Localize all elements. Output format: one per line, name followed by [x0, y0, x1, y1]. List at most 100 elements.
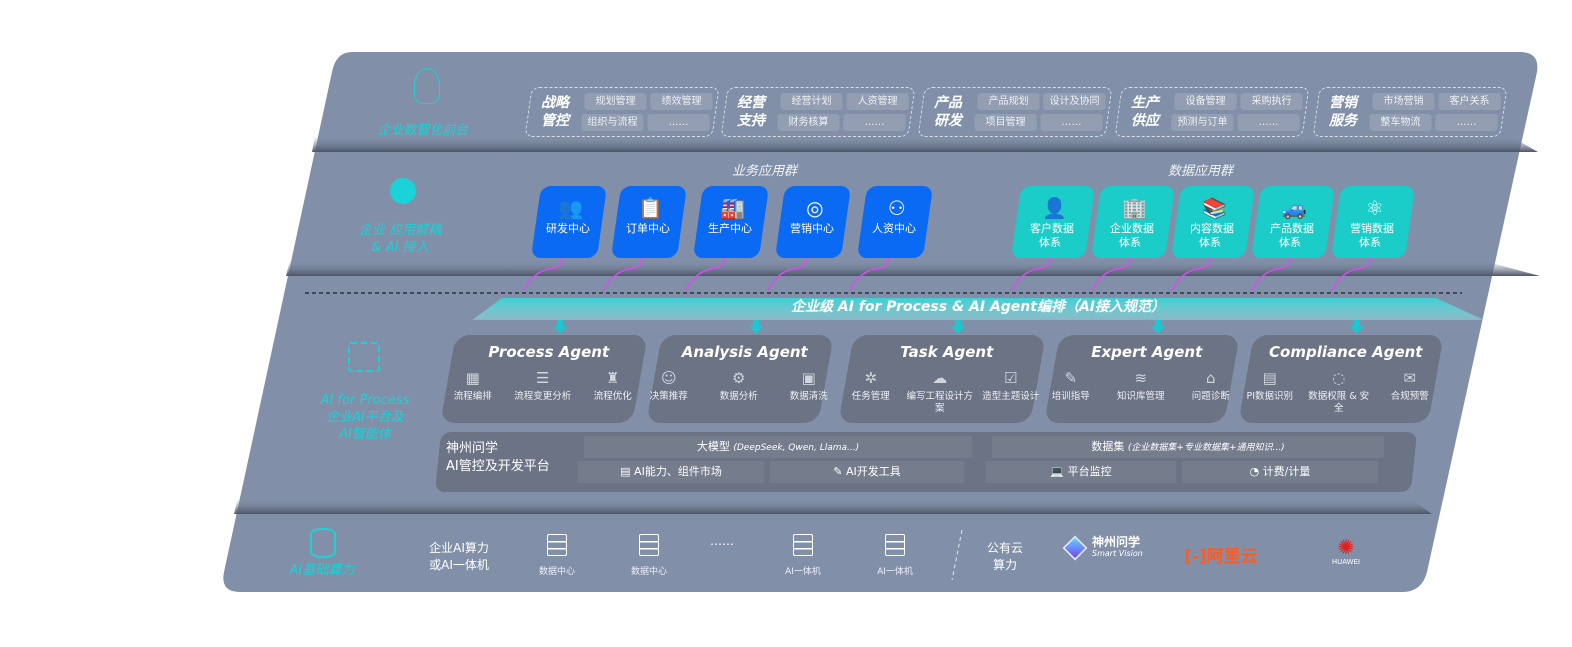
module-chip[interactable]: 设备管理 [1174, 93, 1237, 110]
business-app-4[interactable]: ⚇ 人资中心 [856, 186, 934, 258]
app-label: 人资中心 [872, 222, 917, 235]
ellipsis: …… [710, 534, 734, 548]
agent-card-0[interactable]: Process Agent ▦ 流程编排 ☰ 流程变更分析 ♜ 流程优化 [440, 335, 648, 423]
agent-card-2[interactable]: Task Agent ✲ 任务管理 ☁ 编写工程设计方案 ☑ 造型主题设计 [838, 335, 1046, 423]
tool-icon: ▤ [1262, 369, 1277, 387]
business-app-3[interactable]: ◎ 营销中心 [774, 186, 852, 258]
module-chip[interactable]: 设计及协同 [1043, 93, 1106, 110]
module-chip[interactable]: 预测与订单 [1171, 114, 1234, 131]
agent-name: Analysis Agent [681, 343, 808, 361]
tool-label: 培训指导 [1051, 391, 1090, 402]
front-group: 生产 供应 设备管理 采购执行 预测与订单…… [1114, 87, 1310, 137]
group-title-line: 经营 [737, 95, 765, 111]
agent-tool[interactable]: ☺ 决策推荐 [634, 369, 704, 403]
agent-tool[interactable]: ☰ 流程变更分析 [508, 369, 578, 403]
app-label: 体系 [1279, 236, 1302, 249]
module-chip[interactable]: 整车物流 [1369, 114, 1432, 131]
group-title: 生产 供应 [1131, 94, 1159, 130]
group-title: 经营 支持 [737, 94, 765, 130]
module-chip[interactable]: 组织与流程 [581, 114, 644, 131]
agent-tool[interactable]: ⚙ 数据分析 [704, 369, 774, 403]
module-chip[interactable]: …… [1435, 114, 1498, 131]
platform-title: 神州问学 AI管控及开发平台 [446, 440, 550, 476]
module-chip[interactable]: 客户关系 [1438, 93, 1501, 110]
component-market-button[interactable]: ▤ AI能力、组件市场 [578, 461, 764, 483]
business-app-1[interactable]: 📋 订单中心 [610, 186, 688, 258]
dev-tools-icon: ✎ [833, 465, 846, 478]
server-item: AI一体机 [768, 534, 838, 577]
module-chip[interactable]: …… [647, 114, 710, 131]
data-app-4[interactable]: ⚛ 营销数据 体系 [1330, 186, 1416, 258]
agent-tool[interactable]: ▦ 流程编排 [438, 369, 508, 403]
agent-tool[interactable]: ≋ 知识库管理 [1106, 369, 1176, 403]
person-icon: ⚇ [887, 196, 906, 220]
agent-tool[interactable]: ✲ 任务管理 [836, 369, 906, 403]
agent-card-1[interactable]: Analysis Agent ☺ 决策推荐 ⚙ 数据分析 ▣ 数据清洗 [646, 335, 834, 423]
module-chip[interactable]: 财务核算 [777, 114, 840, 131]
dev-tools-label: AI开发工具 [845, 465, 901, 478]
business-apps-title: 业务应用群 [732, 164, 798, 179]
tool-icon: ✲ [864, 369, 878, 387]
agent-tool[interactable]: ✉ 合规预警 [1375, 369, 1445, 403]
billing-button[interactable]: ◔ 计费/计量 [1182, 461, 1378, 483]
tool-label: 合规预警 [1390, 391, 1429, 402]
group-title: 产品 研发 [934, 94, 962, 130]
business-app-2[interactable]: 🏭 生产中心 [692, 186, 770, 258]
agent-card-4[interactable]: Compliance Agent ▤ PI数据识别 ◌ 数据权限 & 安全 ✉ 合规预警 [1238, 335, 1444, 423]
module-chip[interactable]: 经营计划 [780, 93, 843, 110]
billing-label: 计费/计量 [1262, 465, 1311, 478]
module-chip[interactable]: 产品规划 [977, 93, 1040, 110]
agent-tool[interactable]: ▣ 数据清洗 [774, 369, 844, 403]
server-icon [793, 534, 813, 556]
business-app-0[interactable]: 👥 研发中心 [530, 186, 608, 258]
server-icon [639, 534, 659, 556]
module-chip[interactable]: 绩效管理 [650, 93, 713, 110]
platform-monitor-button[interactable]: 💻 平台监控 [986, 461, 1176, 483]
module-chip[interactable]: 采购执行 [1240, 93, 1303, 110]
enterprise-line: 或AI一体机 [429, 558, 489, 572]
app-label: 生产中心 [708, 222, 753, 235]
module-chip[interactable]: 规划管理 [584, 93, 647, 110]
diamond-logo-icon [1062, 535, 1088, 561]
agent-tool[interactable]: ✎ 培训指导 [1036, 369, 1106, 403]
server-label: 数据中心 [630, 567, 667, 577]
module-chip[interactable]: …… [1040, 114, 1103, 131]
tool-icon: ▦ [465, 369, 480, 387]
group-title-line: 服务 [1329, 113, 1357, 129]
down-arrow [749, 320, 763, 334]
module-chip[interactable]: 人资管理 [846, 93, 909, 110]
module-chip[interactable]: 项目管理 [974, 114, 1037, 131]
agent-card-3[interactable]: Expert Agent ✎ 培训指导 ≋ 知识库管理 ⌂ 问题诊断 [1044, 335, 1240, 423]
agent-tool[interactable]: ☁ 编写工程设计方案 [905, 369, 975, 415]
smart-vision-logo: 神州问学 Smart Vision [1062, 535, 1143, 561]
data-apps-title: 数据应用群 [1168, 164, 1234, 179]
tool-icon: ☰ [536, 369, 550, 387]
agent-tool[interactable]: ◌ 数据权限 & 安全 [1304, 369, 1374, 415]
brain-icon [414, 68, 440, 104]
module-chip[interactable]: 市场营销 [1372, 93, 1435, 110]
aliyun-bracket-icon: [-] [1184, 547, 1207, 567]
tool-label: 流程变更分析 [514, 391, 572, 402]
people-icon: 👥 [558, 196, 584, 220]
ai-dev-tools-button[interactable]: ✎ AI开发工具 [770, 461, 964, 483]
tool-icon: ⚙ [732, 369, 746, 387]
data-app-2[interactable]: 📚 内容数据 体系 [1170, 186, 1256, 258]
module-chip[interactable]: …… [843, 114, 906, 131]
app-label: 订单中心 [626, 222, 671, 235]
apps-label-line: 企业 应用解耦 [358, 223, 442, 238]
agent-name: Task Agent [900, 343, 994, 361]
front-group: 营销 服务 市场营销 客户关系 整车物流…… [1312, 87, 1508, 137]
ai-label-line: AI for Process [320, 393, 410, 408]
data-app-1[interactable]: 🏢 企业数据 体系 [1090, 186, 1176, 258]
down-arrow [553, 320, 567, 334]
enterprise-line: 企业AI算力 [429, 541, 489, 555]
agent-tool[interactable]: ▤ PI数据识别 [1235, 369, 1305, 403]
data-app-3[interactable]: 🚙 产品数据 体系 [1250, 186, 1336, 258]
module-chip[interactable]: …… [1237, 114, 1300, 131]
app-label: 研发中心 [546, 222, 591, 235]
atom-icon: ⚛ [1365, 196, 1384, 220]
app-label: 体系 [1119, 236, 1142, 249]
group-title-line: 产品 [934, 95, 962, 111]
data-app-0[interactable]: 👤 客户数据 体系 [1010, 186, 1096, 258]
group-title: 战略 管控 [541, 94, 569, 130]
